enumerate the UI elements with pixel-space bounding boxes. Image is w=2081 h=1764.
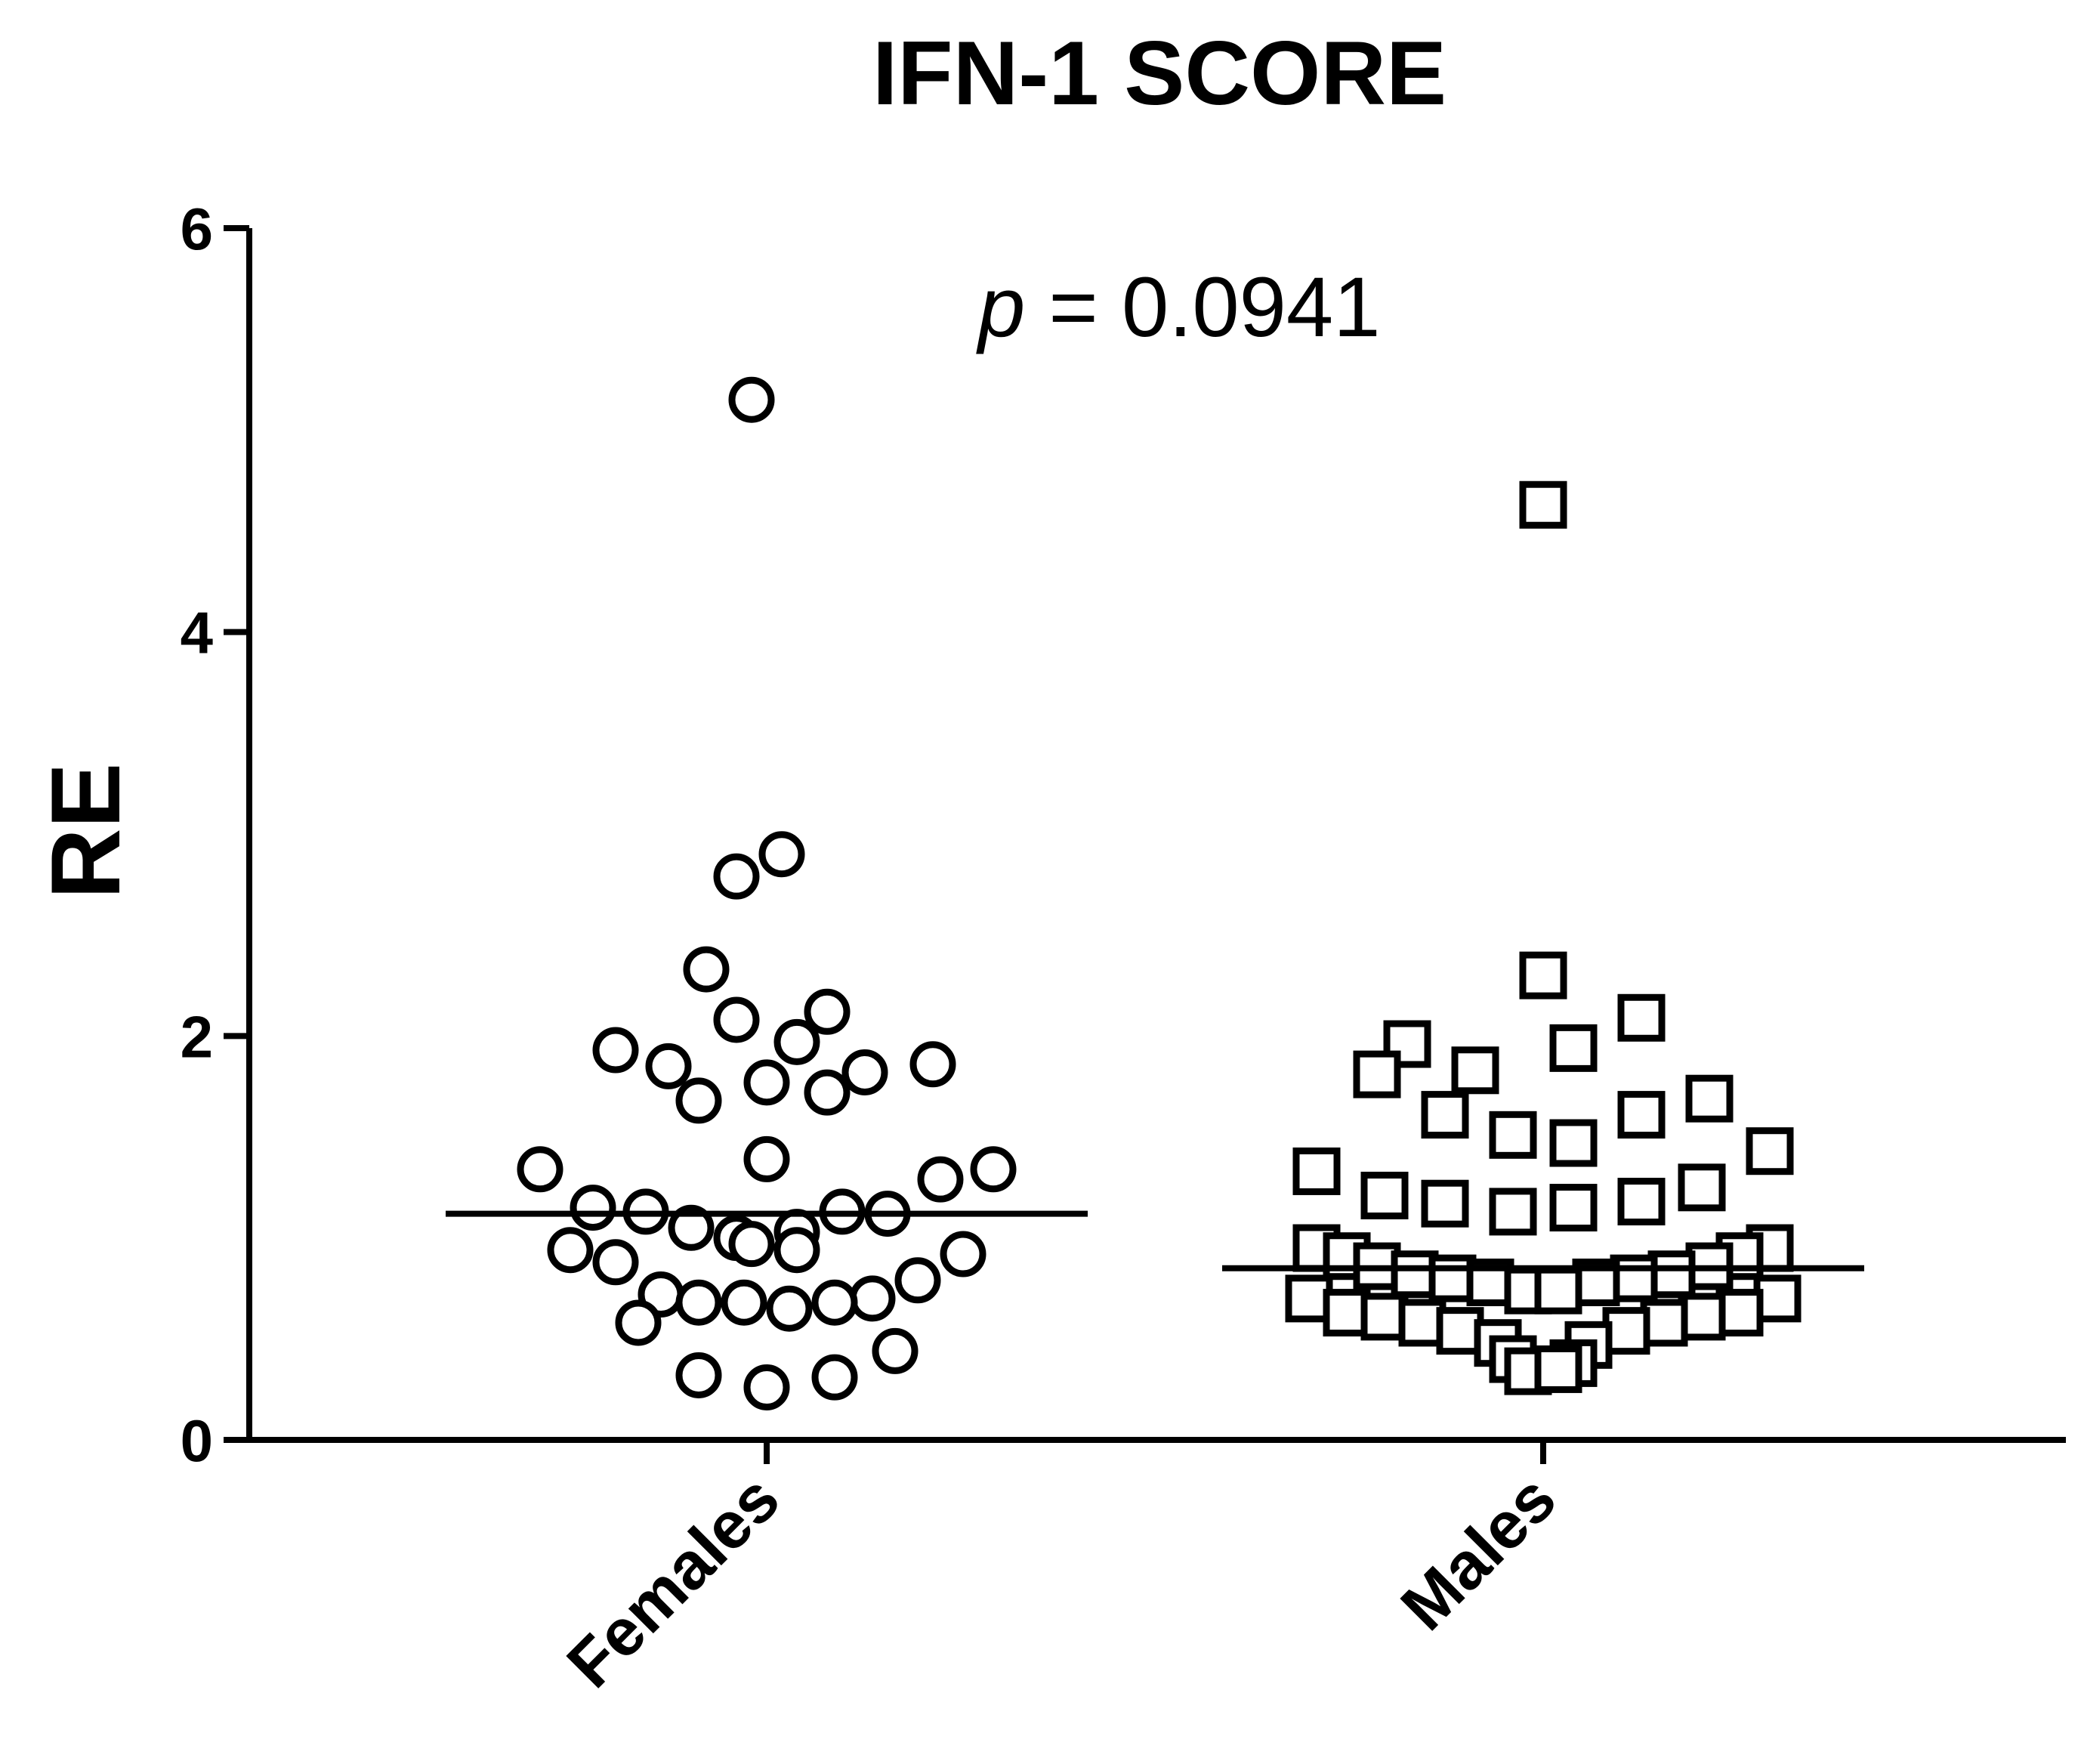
p-value-text: = 0.0941 [1025,260,1380,354]
x-ticks: Females Males [552,1440,1570,1701]
data-point-square [1489,1188,1537,1236]
data-point-square [1746,1127,1794,1175]
data-point-square [1489,1111,1537,1159]
y-tick-label: 6 [181,196,213,262]
data-points [517,376,1802,1410]
data-point-circle [615,1299,662,1346]
median-lines [446,1210,1864,1271]
data-point-square [1617,1178,1666,1226]
data-point-square [1421,1179,1469,1228]
data-point-circle [743,1364,790,1410]
data-point-square [1292,1147,1341,1195]
data-point-circle [713,853,760,900]
data-point-square [1391,1250,1439,1299]
data-point-circle [773,1227,820,1274]
data-point-square [1753,1274,1802,1323]
data-point-square [1534,1266,1582,1315]
data-point-circle [547,1227,594,1274]
data-point-square [1617,993,1666,1042]
data-point-circle [766,1285,813,1332]
data-point-circle [940,1231,986,1277]
x-tick-label: Females [552,1460,793,1701]
x-tick-label: Males [1386,1460,1570,1644]
data-point-circle [743,1059,790,1106]
data-point-circle [668,1204,715,1251]
data-point-square [1360,1293,1409,1341]
chart-title: IFN-1 SCORE [872,23,1447,124]
y-ticks: 0 2 4 6 [181,196,249,1474]
data-point-circle [721,1279,767,1326]
data-point-circle [592,1239,639,1286]
data-point-circle [713,996,760,1043]
data-point-square [1383,1020,1431,1068]
data-point-square [1617,1091,1666,1139]
data-point-square [1323,1289,1371,1337]
data-point-circle [728,1221,775,1268]
data-point-circle [758,831,805,878]
data-point-circle [675,1279,722,1326]
data-point-circle [970,1146,1017,1193]
data-point-circle [804,988,851,1035]
data-point-circle [743,1135,790,1182]
y-tick-label: 4 [181,600,213,666]
data-point-circle [592,1027,639,1074]
y-tick-label: 0 [181,1407,213,1474]
data-point-circle [517,1146,563,1193]
data-point-square [1451,1046,1499,1095]
p-symbol: p [976,260,1025,354]
data-point-square [1549,1119,1598,1167]
data-point-square [1436,1307,1484,1355]
data-point-circle [773,1018,820,1065]
data-point-circle [811,1279,858,1326]
data-point-circle [728,376,775,423]
data-point-square [1519,951,1567,999]
data-point-circle [841,1049,888,1095]
y-tick-label: 2 [181,1003,213,1070]
data-point-circle [675,1352,722,1398]
data-point-circle [894,1257,941,1304]
data-point-square [1519,480,1567,529]
data-point-square [1360,1172,1409,1220]
data-point-circle [872,1327,919,1374]
data-point-circle [683,946,730,993]
data-point-circle [645,1043,692,1089]
data-point-square [1353,1050,1401,1098]
data-point-square [1534,1345,1582,1393]
p-value-annotation: p = 0.0941 [976,260,1381,354]
y-axis-label: RE [30,763,140,900]
data-point-square [1678,1163,1726,1212]
data-point-circle [570,1185,616,1231]
data-point-circle [811,1354,858,1401]
data-point-square [1549,1024,1598,1072]
data-point-circle [675,1077,722,1124]
data-point-circle [909,1041,956,1088]
data-point-circle [804,1069,851,1116]
data-point-square [1549,1184,1598,1232]
data-point-square [1421,1091,1469,1139]
data-point-circle [849,1275,896,1322]
data-point-square [1685,1074,1734,1123]
data-point-circle [917,1156,964,1203]
